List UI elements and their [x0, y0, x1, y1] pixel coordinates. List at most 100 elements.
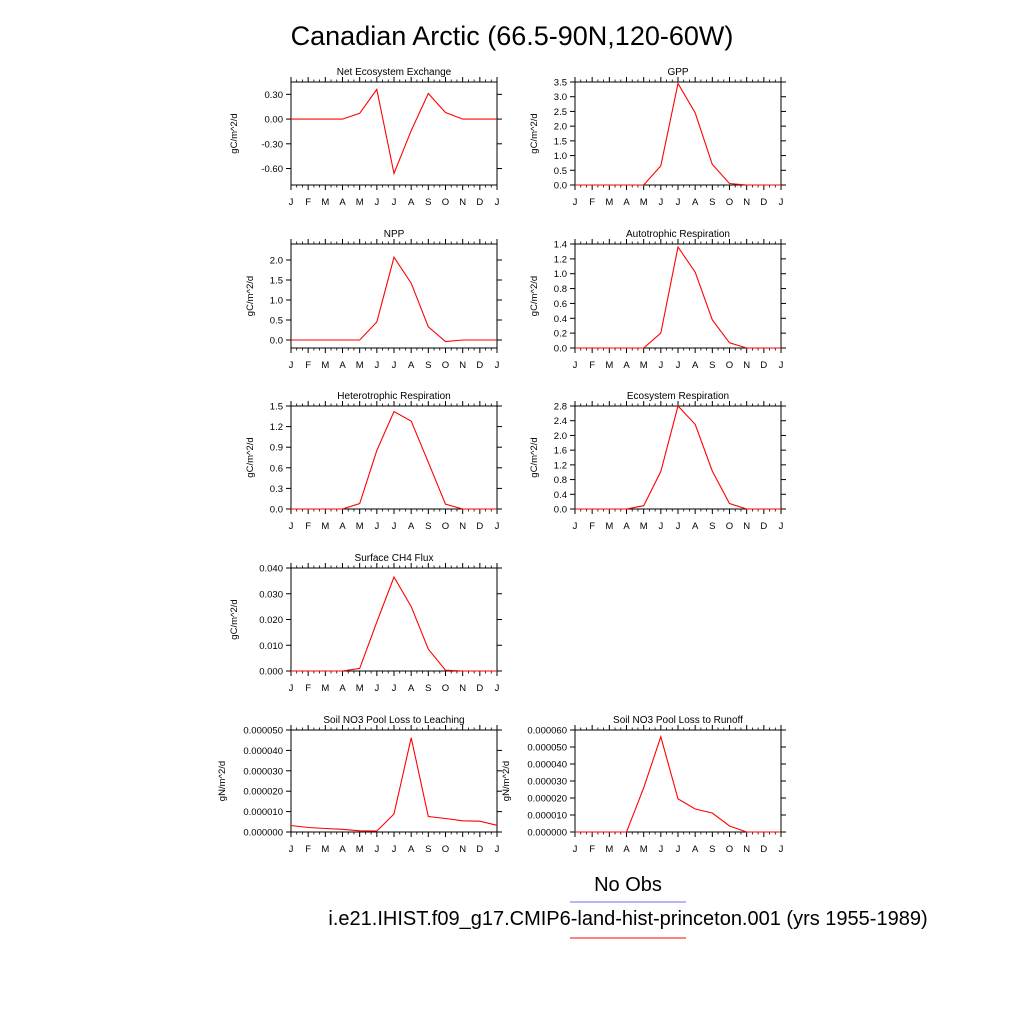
x-tick-label: J [289, 683, 294, 694]
series-line [291, 255, 497, 343]
plot-frame [574, 729, 782, 833]
y-tick-label: 0.000020 [527, 794, 567, 805]
y-tick-label: 1.5 [554, 136, 567, 147]
x-tick-label: M [321, 360, 329, 371]
x-tick-label: J [392, 844, 397, 855]
y-tick-label: 0.000010 [527, 811, 567, 822]
x-tick-label: J [289, 197, 294, 208]
x-tick-label: A [623, 197, 630, 208]
y-tick-label: 2.0 [554, 122, 567, 133]
x-tick-label: O [726, 360, 733, 371]
y-axis-label: gC/m^2/d [229, 599, 240, 639]
y-tick-label: 0.020 [259, 615, 283, 626]
x-tick-label: F [305, 844, 311, 855]
y-tick-label: 0.000020 [243, 787, 283, 798]
x-tick-label: F [589, 197, 595, 208]
x-tick-label: M [640, 521, 648, 532]
y-tick-label: 0.0 [554, 505, 567, 516]
panel-title: Heterotrophic Respiration [337, 391, 450, 402]
panel-title: Soil NO3 Pool Loss to Runoff [613, 715, 743, 726]
x-tick-label: D [476, 683, 483, 694]
x-tick-label: D [760, 844, 767, 855]
series-line [575, 734, 781, 833]
plot-frame [574, 243, 782, 349]
x-tick-label: J [289, 360, 294, 371]
y-tick-label: 0.000030 [527, 777, 567, 788]
x-tick-label: J [495, 360, 500, 371]
x-tick-label: N [743, 521, 750, 532]
x-tick-label: M [605, 360, 613, 371]
x-tick-label: J [374, 683, 379, 694]
x-tick-label: D [760, 360, 767, 371]
x-tick-label: N [459, 683, 466, 694]
x-tick-label: N [459, 521, 466, 532]
x-tick-label: S [425, 521, 431, 532]
x-tick-label: F [305, 521, 311, 532]
x-tick-label: N [743, 844, 750, 855]
x-tick-label: J [392, 521, 397, 532]
y-tick-label: 0.2 [554, 329, 567, 340]
y-tick-label: 0.8 [554, 475, 567, 486]
x-tick-label: S [709, 197, 715, 208]
y-tick-label: 0.010 [259, 641, 283, 652]
x-tick-label: S [425, 844, 431, 855]
plot-frame [290, 243, 498, 349]
y-tick-label: 0.000000 [527, 828, 567, 839]
plot-frame [290, 567, 498, 672]
y-tick-label: 0.000050 [243, 726, 283, 737]
x-tick-label: J [495, 521, 500, 532]
y-tick-label: 2.5 [554, 107, 567, 118]
y-axis-label: gC/m^2/d [529, 276, 540, 316]
x-tick-label: J [495, 197, 500, 208]
panel-title: NPP [384, 229, 405, 240]
x-tick-label: J [779, 844, 784, 855]
x-tick-label: F [589, 844, 595, 855]
x-tick-label: F [305, 360, 311, 371]
x-tick-label: J [658, 197, 663, 208]
y-tick-label: 0.030 [259, 589, 283, 600]
x-tick-label: M [321, 683, 329, 694]
y-axis-label: gC/m^2/d [229, 113, 240, 153]
y-axis-label: gN/m^2/d [501, 761, 512, 801]
x-tick-label: J [573, 521, 578, 532]
x-tick-label: J [658, 844, 663, 855]
y-tick-label: 1.5 [270, 402, 283, 413]
x-tick-label: M [356, 521, 364, 532]
panel-title: Soil NO3 Pool Loss to Leaching [323, 715, 464, 726]
y-tick-label: 1.0 [554, 269, 567, 280]
x-tick-label: M [321, 197, 329, 208]
x-tick-label: A [692, 360, 699, 371]
y-tick-label: 0.000060 [527, 726, 567, 737]
plot-frame [290, 405, 498, 510]
x-tick-label: M [605, 521, 613, 532]
x-tick-label: D [760, 521, 767, 532]
y-tick-label: 0.0 [554, 181, 567, 192]
y-tick-label: 0.000040 [527, 760, 567, 771]
x-tick-label: O [726, 197, 733, 208]
y-tick-label: 2.8 [554, 402, 567, 413]
x-tick-label: A [339, 521, 346, 532]
y-tick-label: 0.000000 [243, 828, 283, 839]
y-tick-label: 0.30 [265, 90, 284, 101]
x-tick-label: J [495, 844, 500, 855]
y-axis-label: gN/m^2/d [217, 761, 228, 801]
x-tick-label: J [573, 197, 578, 208]
panel-title: Ecosystem Respiration [627, 391, 729, 402]
legend: No Obs i.e21.IHIST.f09_g17.CMIP6-land-hi… [328, 874, 928, 939]
x-tick-label: F [589, 521, 595, 532]
x-tick-label: D [476, 360, 483, 371]
plot-frame [290, 81, 498, 186]
x-tick-label: A [692, 844, 699, 855]
legend-label-model: i.e21.IHIST.f09_g17.CMIP6-land-hist-prin… [328, 908, 927, 930]
y-axis-label: gC/m^2/d [529, 437, 540, 477]
x-tick-label: J [495, 683, 500, 694]
x-tick-label: M [356, 683, 364, 694]
x-tick-label: M [605, 844, 613, 855]
x-tick-label: D [760, 197, 767, 208]
